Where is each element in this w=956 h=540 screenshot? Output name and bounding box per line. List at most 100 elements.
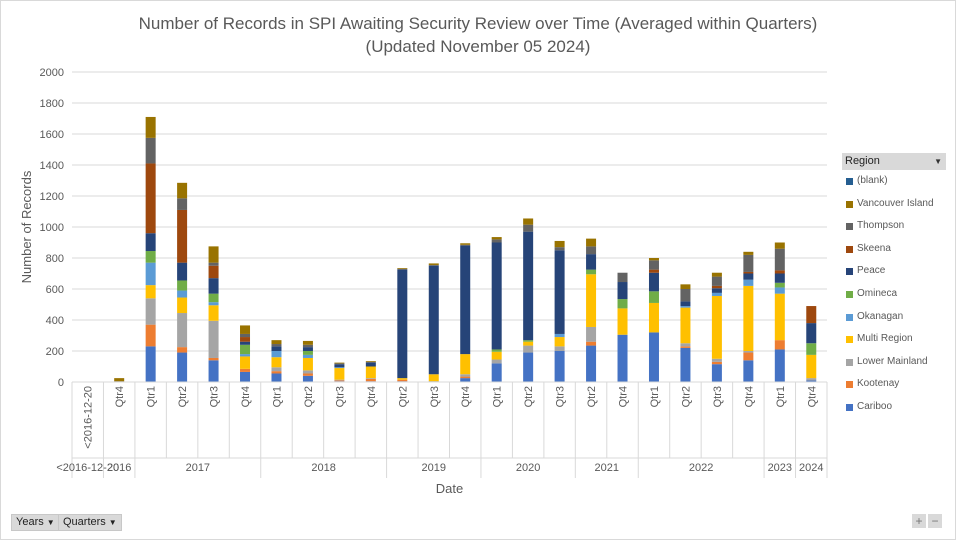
- bar-segment: [680, 343, 691, 347]
- bar-segment: [617, 272, 628, 283]
- bar-segment: [145, 346, 156, 382]
- bar-segment: [334, 362, 345, 364]
- collapse-field-button[interactable]: −: [928, 514, 942, 528]
- year-group-label: 2018: [311, 462, 335, 474]
- bar-segment: [523, 231, 534, 341]
- x-tick-label: Qtr1: [146, 386, 158, 407]
- expand-field-button[interactable]: +: [912, 514, 926, 528]
- bar-segment: [145, 137, 156, 164]
- bar-segment: [491, 349, 502, 352]
- bar-segment: [711, 276, 722, 286]
- x-tick-label: Qtr4: [743, 386, 755, 407]
- bar-segment: [743, 285, 754, 351]
- bar-segment: [523, 218, 534, 225]
- legend-item[interactable]: Thompson: [842, 215, 946, 238]
- legend-label: Cariboo: [857, 400, 893, 412]
- bar-segment: [365, 362, 376, 367]
- legend-item[interactable]: Multi Region: [842, 328, 946, 351]
- bar-segment: [523, 345, 534, 353]
- bar-segment: [302, 351, 313, 355]
- bar-segment: [240, 337, 251, 342]
- bar-segment: [460, 243, 471, 245]
- legend-swatch: [846, 381, 853, 389]
- legend-item[interactable]: (blank): [842, 170, 946, 193]
- bar-segment: [365, 361, 376, 362]
- y-tick-label: 2000: [40, 67, 64, 79]
- x-tick-label: Qtr4: [618, 386, 630, 407]
- bar-segment: [271, 346, 282, 351]
- bar-segment: [302, 340, 313, 345]
- legend-item[interactable]: Peace: [842, 260, 946, 283]
- bar-segment: [491, 242, 502, 350]
- bar-segment: [177, 262, 188, 281]
- legend-label: Omineca: [857, 287, 898, 299]
- bar-segment: [397, 378, 408, 380]
- bar-segment: [145, 233, 156, 252]
- bar-segment: [523, 341, 534, 346]
- legend-item[interactable]: Skeena: [842, 238, 946, 261]
- bar-segment: [145, 262, 156, 286]
- bar-segment: [743, 279, 754, 286]
- bar-segment: [208, 302, 219, 306]
- bar-segment: [271, 344, 282, 347]
- x-tick-label: Qtr2: [586, 386, 598, 407]
- quarters-dropdown-icon[interactable]: ▼: [108, 518, 117, 527]
- bar-segment: [774, 270, 785, 274]
- legend: Region ▼ (blank) Vancouver Island Thompson…: [842, 153, 946, 419]
- legend-header[interactable]: Region ▼: [842, 153, 946, 170]
- x-axis-label: Date: [436, 481, 463, 496]
- bar-segment: [397, 268, 408, 269]
- bar-segment: [334, 379, 345, 381]
- y-tick-label: 200: [46, 346, 64, 358]
- bar-segment: [554, 351, 565, 382]
- legend-filter-dropdown-icon[interactable]: ▼: [934, 157, 942, 166]
- bar-segment: [208, 320, 219, 358]
- bar-segment: [334, 380, 345, 382]
- bar-segment: [806, 378, 817, 381]
- bar-segment: [397, 268, 408, 270]
- quarters-field-button[interactable]: Quarters ▼: [58, 514, 122, 531]
- legend-item[interactable]: Okanagan: [842, 306, 946, 329]
- bar-segment: [648, 272, 659, 292]
- bar-segment: [774, 293, 785, 341]
- y-tick-label: 1200: [40, 191, 64, 203]
- legend-label: Multi Region: [857, 333, 913, 345]
- x-tick-label: Qtr4: [114, 386, 126, 407]
- legend-item[interactable]: Omineca: [842, 283, 946, 306]
- legend-item[interactable]: Kootenay: [842, 373, 946, 396]
- years-field-button[interactable]: Years ▼: [11, 514, 60, 531]
- legend-item[interactable]: Lower Mainland: [842, 351, 946, 374]
- x-tick-label: Qtr4: [460, 386, 472, 407]
- legend-swatch: [846, 223, 853, 231]
- bar-segment: [302, 375, 313, 382]
- legend-label: Peace: [857, 265, 886, 277]
- bar-segment: [554, 337, 565, 347]
- years-dropdown-icon[interactable]: ▼: [46, 518, 55, 527]
- bar-segment: [774, 282, 785, 288]
- legend-item[interactable]: Vancouver Island: [842, 193, 946, 216]
- bar-segment: [648, 260, 659, 270]
- bar-segment: [711, 295, 722, 359]
- year-group-label: 2024: [799, 462, 823, 474]
- legend-header-label: Region: [845, 155, 880, 167]
- bar-segment: [145, 298, 156, 325]
- x-tick-label: Qtr3: [429, 386, 441, 407]
- chart-title: Number of Records in SPI Awaiting Securi…: [138, 14, 818, 33]
- bar-segment: [711, 361, 722, 365]
- bar-segment: [774, 273, 785, 283]
- x-tick-label: Qtr3: [555, 386, 567, 407]
- bar-segment: [460, 376, 471, 379]
- bar-segment: [491, 363, 502, 382]
- bar-segment: [271, 357, 282, 368]
- bar-segment: [711, 358, 722, 362]
- bar-segment: [617, 334, 628, 382]
- legend-swatch: [846, 313, 853, 321]
- bar-segment: [774, 349, 785, 382]
- bar-segment: [680, 307, 691, 344]
- legend-label: Vancouver Island: [857, 197, 934, 209]
- bar-segment: [806, 354, 817, 379]
- bar-segment: [743, 360, 754, 382]
- legend-item[interactable]: Cariboo: [842, 396, 946, 419]
- bar-segment: [680, 289, 691, 302]
- legend-items: (blank) Vancouver Island Thompson Skeena Pea…: [842, 170, 946, 419]
